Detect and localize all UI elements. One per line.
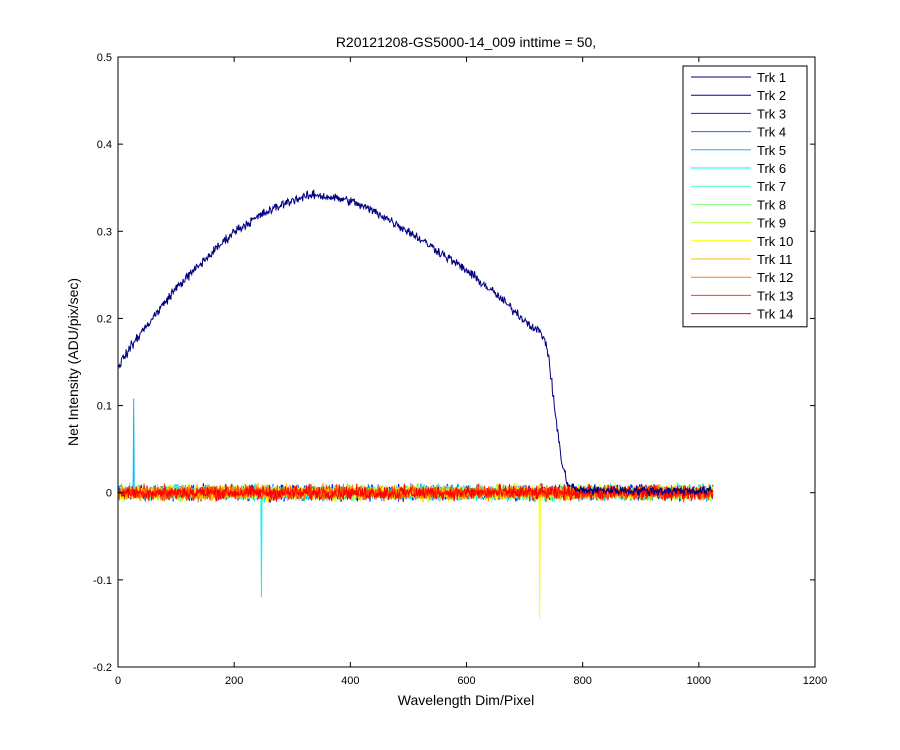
y-tick-label: 0.4 <box>97 139 112 151</box>
legend-label: Trk 13 <box>757 288 793 303</box>
series-line-trk-14 <box>118 483 714 503</box>
y-tick-label: 0.3 <box>97 226 112 238</box>
y-axis-label: Net Intensity (ADU/pix/sec) <box>65 278 81 446</box>
legend-label: Trk 9 <box>757 216 786 231</box>
x-tick-label: 200 <box>225 675 243 687</box>
legend: Trk 1 Trk 2 Trk 3 Trk 4 Trk 5 Trk 6 Trk 7 Trk 8… <box>682 65 808 328</box>
legend-label: Trk 3 <box>757 106 786 121</box>
legend-label: Trk 8 <box>757 197 786 212</box>
legend-label: Trk 11 <box>757 252 792 267</box>
series-layer <box>118 189 714 620</box>
y-tick-label: 0 <box>106 488 112 500</box>
legend-label: Trk 7 <box>757 179 786 194</box>
legend-label: Trk 12 <box>757 270 793 285</box>
y-tick-label: -0.1 <box>93 575 112 587</box>
legend-label: Trk 5 <box>757 143 786 158</box>
chart-title: R20121208-GS5000-14_009 inttime = 50, <box>336 34 596 50</box>
y-tick-label: 0.5 <box>97 52 112 64</box>
legend-label: Trk 10 <box>757 234 793 249</box>
y-tick-label: 0.2 <box>97 313 112 325</box>
legend-box <box>682 65 808 328</box>
x-axis: 0 200 400 600 800 1000 1200 <box>115 57 827 687</box>
x-tick-label: 1200 <box>803 675 827 687</box>
series-line-trk-1 <box>118 189 713 497</box>
x-axis-label: Wavelength Dim/Pixel <box>398 692 534 708</box>
legend-label: Trk 1 <box>757 70 786 85</box>
legend-label: Trk 2 <box>757 88 786 103</box>
x-tick-label: 800 <box>573 675 591 687</box>
x-tick-label: 600 <box>457 675 475 687</box>
y-axis: -0.2 -0.1 0 0.1 0.2 0.3 0.4 0.5 <box>93 52 815 674</box>
legend-label: Trk 6 <box>757 161 786 176</box>
legend-label: Trk 4 <box>757 125 786 140</box>
y-tick-label: 0.1 <box>97 401 112 413</box>
x-tick-label: 0 <box>115 675 121 687</box>
legend-label: Trk 14 <box>757 307 793 322</box>
x-tick-label: 400 <box>341 675 359 687</box>
x-tick-label: 1000 <box>687 675 711 687</box>
y-tick-label: -0.2 <box>93 662 112 674</box>
